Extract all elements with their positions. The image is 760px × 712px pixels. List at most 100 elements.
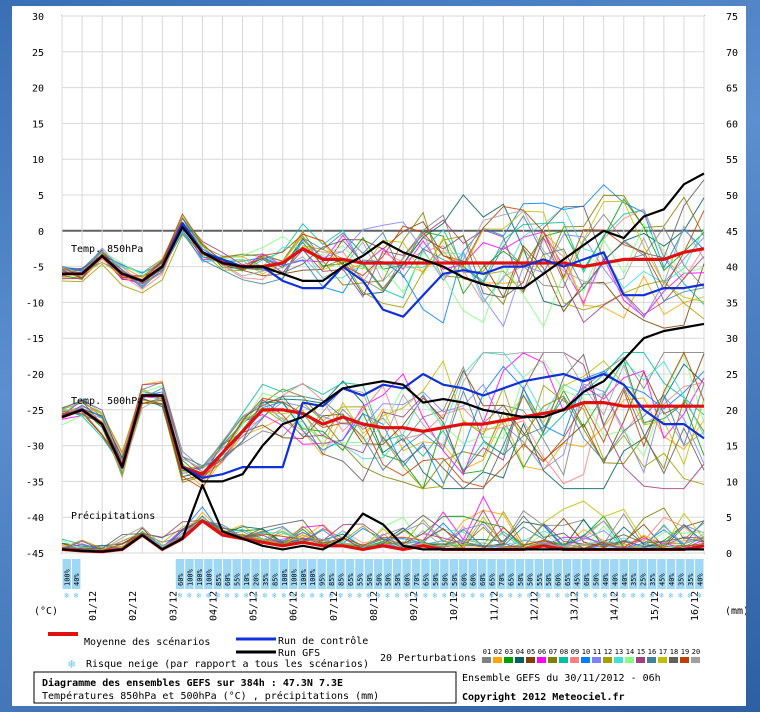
snow-risk-flake-icon: ❄ [584, 591, 589, 600]
perturbation-line-20 [61, 209, 705, 286]
snow-risk-cell [610, 559, 619, 589]
snow-risk-flake-icon: ❄ [461, 591, 466, 600]
snow-risk-flake-icon: ❄ [669, 591, 674, 600]
perturbation-line-16 [61, 383, 705, 479]
snow-risk-cell [506, 559, 515, 589]
y-tick-label-left: 15 [32, 119, 44, 130]
snow-risk-flake-icon: ❄ [319, 591, 324, 600]
snow-risk-value: 100% [205, 568, 213, 586]
snow-risk-flake-icon: ❄ [433, 591, 438, 600]
snow-risk-value: 35% [677, 573, 685, 586]
snow-risk-value: 60% [224, 573, 232, 586]
snow-risk-value: 60% [583, 573, 591, 586]
snow-risk-cell [175, 559, 185, 589]
snow-risk-cell [525, 559, 534, 589]
snow-risk-cell [449, 559, 459, 589]
snow-risk-flake-icon: ❄ [272, 591, 277, 600]
snow-risk-flake-icon: ❄ [442, 591, 447, 600]
snow-risk-flake-icon: ❄ [206, 591, 211, 600]
perturbation-number: 17 [659, 648, 667, 656]
snow-risk-cell [544, 559, 553, 589]
perturbation-swatch [691, 657, 700, 663]
snow-risk-value: 45% [574, 573, 582, 586]
snow-risk-value: 100% [290, 568, 298, 586]
snow-risk-cell [355, 559, 364, 589]
x-tick-label: 15/12 [650, 591, 661, 621]
snow-risk-row: 100%❄40%❄60%❄100%❄100%❄100%❄85%❄60%❄55%❄… [62, 559, 704, 600]
snow-risk-value: 10% [243, 573, 251, 586]
snow-risk-value: 35% [262, 573, 270, 586]
snow-risk-flake-icon: ❄ [451, 591, 456, 600]
snow-risk-flake-icon: ❄ [508, 591, 513, 600]
snow-risk-value: 100% [300, 568, 308, 586]
snow-risk-flake-icon: ❄ [423, 591, 428, 600]
snow-risk-cell [317, 559, 326, 589]
perturbation-number: 13 [615, 648, 623, 656]
snow-risk-cell [619, 559, 628, 589]
snow-risk-cell [270, 559, 279, 589]
snow-risk-flake-icon: ❄ [414, 591, 419, 600]
snow-risk-cell [440, 559, 449, 589]
snow-risk-value: 45% [659, 573, 667, 586]
snow-risk-value: 60% [460, 573, 468, 586]
snow-risk-value: 50% [394, 573, 402, 586]
snow-risk-cell [591, 559, 600, 589]
chart-frame: 30 75 25 70 20 65 15 60 10 55 5 50 0 45 -5 40 -10 35 -15 30… [12, 6, 749, 706]
y-tick-label-left: 25 [32, 48, 44, 59]
snow-risk-flake-icon: ❄ [64, 591, 69, 600]
panel-label-500: Temp. 500hPa [71, 396, 143, 407]
x-tick-label: 10/12 [449, 591, 460, 621]
y-tick-label-left: 5 [38, 191, 44, 202]
snow-risk-value: 70% [498, 573, 506, 586]
legend: Moyenne des scénarios Run de contrôle Ru… [48, 632, 700, 671]
perturbation-swatch [680, 657, 689, 663]
snow-risk-value: 50% [526, 573, 534, 586]
snow-risk-flake-icon: ❄ [517, 591, 522, 600]
x-tick-label: 16/12 [690, 591, 701, 621]
perturbation-line-20 [61, 519, 705, 551]
snow-risk-cell [194, 559, 204, 589]
snow-risk-flake-icon: ❄ [678, 591, 683, 600]
x-tick-label: 04/12 [208, 591, 219, 621]
snow-risk-cell [657, 559, 666, 589]
snow-risk-cell [402, 559, 411, 589]
x-tick-label: 08/12 [369, 591, 380, 621]
x-tick-label: 13/12 [570, 591, 581, 621]
perturbation-swatch [515, 657, 524, 663]
perturbation-number: 03 [505, 648, 513, 656]
y-tick-label-left: -35 [26, 477, 44, 488]
y-tick-label-left: 10 [32, 155, 44, 166]
perturbation-number: 07 [549, 648, 557, 656]
snow-risk-value: 70% [413, 573, 421, 586]
snow-risk-flake-icon: ❄ [225, 591, 230, 600]
snow-risk-value: 60% [177, 573, 185, 586]
snow-risk-cell [364, 559, 374, 589]
snow-risk-flake-icon: ❄ [687, 591, 692, 600]
snow-risk-flake-icon: ❄ [640, 591, 645, 600]
perturbation-swatch [603, 657, 612, 663]
perturbation-swatch [636, 657, 645, 663]
snow-risk-cell [289, 559, 298, 589]
snow-risk-value: 65% [422, 573, 430, 586]
snow-risk-flake-icon: ❄ [650, 591, 655, 600]
snow-risk-cell [477, 559, 487, 589]
snow-risk-value: 55% [234, 573, 242, 586]
snow-risk-flake-icon: ❄ [300, 591, 305, 600]
perturbation-swatch [669, 657, 678, 663]
snow-risk-value: 50% [592, 573, 600, 586]
x-tick-label: 11/12 [489, 591, 500, 621]
legend-snow-label: Risque neige (par rapport a tous les scé… [86, 658, 369, 670]
y-tick-label-right: 55 [726, 155, 738, 166]
snow-risk-flake-icon: ❄ [253, 591, 258, 600]
snow-risk-value: 65% [507, 573, 515, 586]
snow-risk-cell [638, 559, 647, 589]
perturbation-swatch [581, 657, 590, 663]
snow-risk-cell [647, 559, 657, 589]
title-box [33, 671, 457, 704]
y-tick-label-right: 40 [726, 263, 738, 274]
snow-risk-flake-icon: ❄ [234, 591, 239, 600]
snow-risk-flake-icon: ❄ [555, 591, 560, 600]
x-tick-label: 06/12 [289, 591, 300, 621]
panel-label-precip: Précipitations [71, 510, 155, 522]
